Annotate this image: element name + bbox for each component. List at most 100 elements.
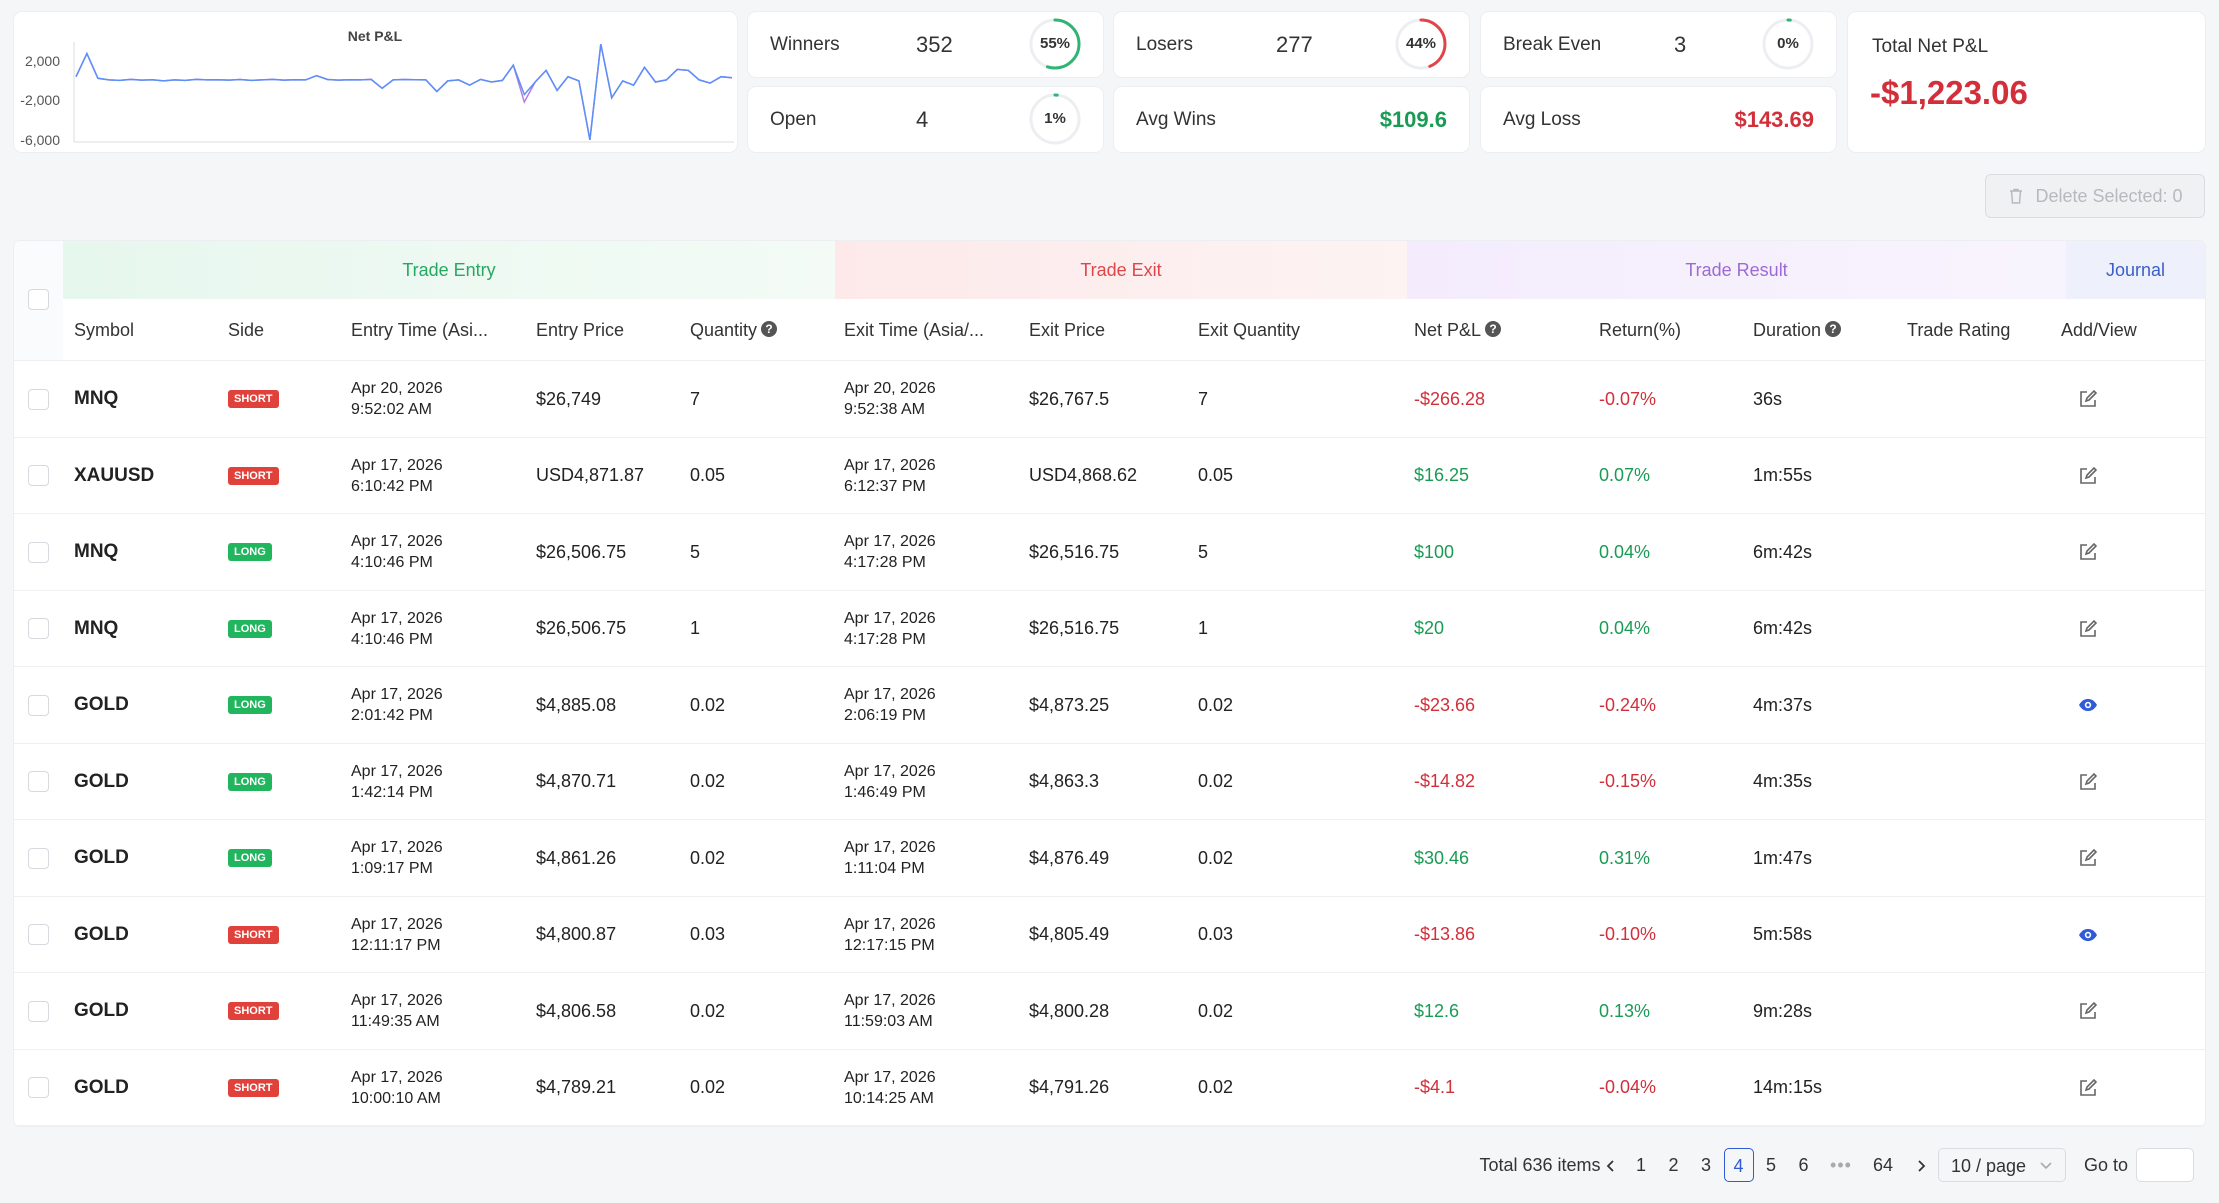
row-checkbox[interactable] xyxy=(28,541,49,563)
table-row[interactable]: GOLD SHORT Apr 17, 2026 12:11:17 PM $4,80… xyxy=(14,897,2205,973)
pnl-series-line xyxy=(75,43,733,141)
symbol-cell: MNQ xyxy=(74,388,119,409)
entry-time-cell: Apr 17, 2026 4:10:46 PM xyxy=(351,591,443,667)
exit-clock: 1:46:49 PM xyxy=(844,783,926,801)
exit-date: Apr 17, 2026 xyxy=(844,915,936,933)
select-all-checkbox[interactable] xyxy=(28,289,49,310)
col-exit-time[interactable]: Exit Time (Asia/... xyxy=(844,320,985,340)
duration-cell: 1m:55s xyxy=(1753,465,1813,485)
col-trade-rating[interactable]: Trade Rating xyxy=(1907,320,2011,340)
col-net-pnl[interactable]: Net P&L? xyxy=(1414,299,1502,361)
pagination-ellipsis[interactable]: ••• xyxy=(1830,1155,1852,1175)
col-exit-price[interactable]: Exit Price xyxy=(1029,320,1106,340)
symbol-cell: MNQ xyxy=(74,617,119,639)
net-pnl-cell: $16.25 xyxy=(1414,465,1470,485)
edit-icon[interactable] xyxy=(2077,438,2099,514)
col-entry-time[interactable]: Entry Time (Asi... xyxy=(351,320,489,340)
page-1[interactable]: 1 xyxy=(1635,1155,1646,1175)
side-badge: LONG xyxy=(228,849,272,867)
avg-loss-label: Avg Loss xyxy=(1503,108,1581,130)
exit-price-cell: $4,863.3 xyxy=(1029,771,1100,791)
exit-quantity-cell: 5 xyxy=(1198,541,1209,562)
page-2[interactable]: 2 xyxy=(1668,1155,1679,1175)
table-row[interactable]: MNQ LONG Apr 17, 2026 4:10:46 PM $26,506.… xyxy=(14,514,2205,591)
table-row[interactable]: XAUUSD SHORT Apr 17, 2026 6:10:42 PM USD4… xyxy=(14,438,2205,514)
edit-icon[interactable] xyxy=(2077,744,2099,820)
exit-time-cell: Apr 17, 2026 1:46:49 PM xyxy=(844,744,936,820)
exit-quantity-cell: 0.02 xyxy=(1198,694,1234,715)
return-cell: -0.24% xyxy=(1599,694,1657,715)
entry-price-cell: $26,506.75 xyxy=(536,618,627,638)
goto-input[interactable] xyxy=(2136,1148,2194,1182)
exit-price-cell: $4,876.49 xyxy=(1029,847,1110,868)
trades-table: Trade Entry Trade Exit Trade Result Jour… xyxy=(14,241,2205,1126)
open-pct: 1% xyxy=(1044,110,1066,127)
page-3[interactable]: 3 xyxy=(1700,1155,1711,1175)
row-checkbox[interactable] xyxy=(28,694,49,716)
col-return[interactable]: Return(%) xyxy=(1599,320,1682,340)
edit-icon[interactable] xyxy=(2077,973,2099,1049)
exit-date: Apr 17, 2026 xyxy=(844,762,936,780)
row-checkbox[interactable] xyxy=(28,1000,49,1022)
col-quantity[interactable]: Quantity? xyxy=(690,299,778,361)
col-side[interactable]: Side xyxy=(228,320,265,340)
page-4[interactable]: 4 xyxy=(1723,1148,1754,1182)
table-row[interactable]: GOLD SHORT Apr 17, 2026 10:00:10 AM $4,78… xyxy=(14,1050,2205,1126)
duration-cell: 5m:58s xyxy=(1753,924,1813,944)
help-icon[interactable]: ? xyxy=(1485,321,1502,338)
table-row[interactable]: GOLD LONG Apr 17, 2026 2:01:42 PM $4,885.… xyxy=(14,667,2205,744)
entry-clock: 4:10:46 PM xyxy=(351,554,433,571)
edit-icon[interactable] xyxy=(2077,1050,2099,1126)
col-entry-price[interactable]: Entry Price xyxy=(536,320,625,340)
exit-date: Apr 17, 2026 xyxy=(844,992,936,1009)
exit-time-cell: Apr 17, 2026 1:11:04 PM xyxy=(844,820,936,896)
col-duration[interactable]: Duration? xyxy=(1753,299,1842,361)
row-checkbox[interactable] xyxy=(28,618,49,639)
winners-value: 352 xyxy=(916,31,953,57)
select-all-header xyxy=(14,241,63,361)
exit-clock: 11:59:03 AM xyxy=(844,1013,933,1030)
table-row[interactable]: MNQ LONG Apr 17, 2026 4:10:46 PM $26,506.… xyxy=(14,591,2205,667)
page-size-select[interactable]: 10 / page xyxy=(1938,1148,2066,1182)
page-5[interactable]: 5 xyxy=(1765,1155,1776,1175)
eye-icon[interactable] xyxy=(2077,667,2099,743)
table-row[interactable]: GOLD LONG Apr 17, 2026 1:09:17 PM $4,861.… xyxy=(14,820,2205,897)
help-icon[interactable]: ? xyxy=(1825,321,1842,338)
edit-icon[interactable] xyxy=(2077,591,2099,667)
delete-selected-button[interactable]: Delete Selected: 0 xyxy=(1985,174,2205,218)
edit-icon[interactable] xyxy=(2077,514,2099,590)
row-checkbox[interactable] xyxy=(28,924,49,945)
row-checkbox[interactable] xyxy=(28,388,49,410)
row-checkbox[interactable] xyxy=(28,1077,49,1098)
duration-cell: 6m:42s xyxy=(1753,618,1813,638)
trash-icon xyxy=(2010,188,2023,204)
exit-price-cell: $4,791.26 xyxy=(1029,1077,1110,1097)
page-64[interactable]: 64 xyxy=(1872,1155,1894,1175)
group-trade-exit: Trade Exit xyxy=(835,241,1407,299)
quantity-cell: 0.02 xyxy=(690,847,726,868)
page-6[interactable]: 6 xyxy=(1798,1155,1809,1175)
net-pnl-cell: $20 xyxy=(1414,618,1445,638)
table-header-row: Symbol Side Entry Time (Asi... Entry Pri… xyxy=(14,299,2205,361)
edit-icon[interactable] xyxy=(2077,820,2099,896)
table-row[interactable]: MNQ SHORT Apr 20, 2026 9:52:02 AM $26,749… xyxy=(14,361,2205,438)
row-checkbox[interactable] xyxy=(28,771,49,792)
chart-title: Net P&L xyxy=(348,28,403,44)
help-icon[interactable]: ? xyxy=(761,321,778,338)
chevron-left-icon[interactable] xyxy=(1598,1148,1624,1182)
row-checkbox[interactable] xyxy=(28,465,49,486)
duration-cell: 9m:28s xyxy=(1753,1000,1813,1021)
winners-card: Winners 352 55% xyxy=(748,12,1103,77)
eye-icon[interactable] xyxy=(2077,897,2099,973)
col-symbol[interactable]: Symbol xyxy=(74,320,135,340)
edit-icon[interactable] xyxy=(2077,361,2099,437)
exit-date: Apr 17, 2026 xyxy=(844,456,936,474)
losers-card: Losers 277 44% xyxy=(1114,12,1469,77)
table-row[interactable]: GOLD LONG Apr 17, 2026 1:42:14 PM $4,870.… xyxy=(14,744,2205,820)
table-row[interactable]: GOLD SHORT Apr 17, 2026 11:49:35 AM $4,80… xyxy=(14,973,2205,1050)
col-quantity-label: Quantity xyxy=(690,320,758,340)
chevron-right-icon[interactable] xyxy=(1908,1148,1934,1182)
entry-price-cell: $4,789.21 xyxy=(536,1077,617,1097)
col-exit-quantity[interactable]: Exit Quantity xyxy=(1198,320,1301,340)
row-checkbox[interactable] xyxy=(28,847,49,869)
